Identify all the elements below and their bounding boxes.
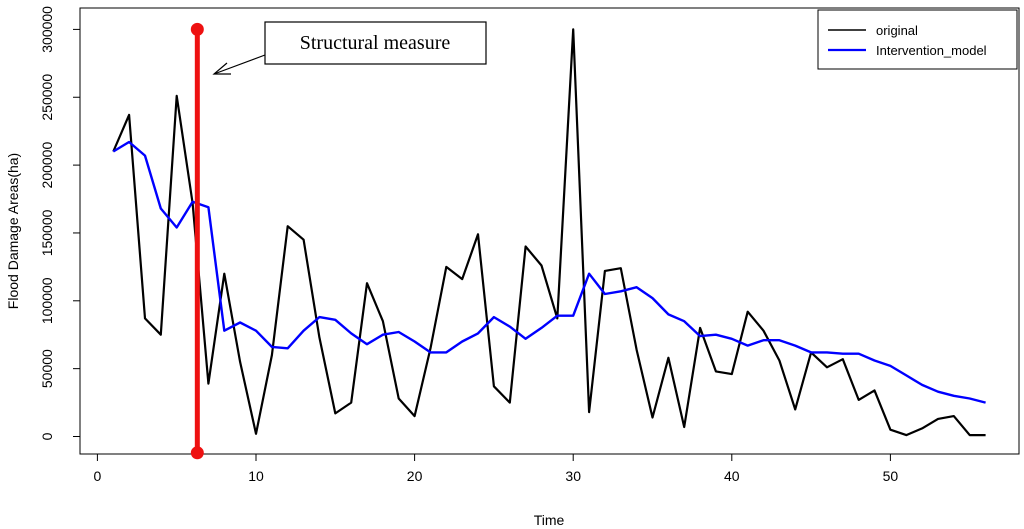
y-tick-label: 100000 <box>39 277 55 324</box>
intervention-bottom-dot <box>190 446 204 460</box>
y-axis: 0 50000 100000 150000 200000 250000 300000 <box>39 6 80 440</box>
x-tick-label: 50 <box>883 468 899 484</box>
annotation-arrow <box>213 54 266 75</box>
x-tick-label: 30 <box>565 468 581 484</box>
legend: original Intervention_model <box>817 9 1018 70</box>
x-tick-label: 0 <box>94 468 102 484</box>
series-line-original <box>112 28 986 437</box>
y-tick-label: 150000 <box>39 209 55 256</box>
x-axis: 0 10 20 30 40 50 <box>94 454 899 484</box>
series-line-intervention-model <box>112 140 986 404</box>
intervention-top-dot <box>190 22 204 36</box>
y-tick-label: 250000 <box>39 74 55 121</box>
y-axis-title: Flood Damage Areas(ha) <box>5 153 21 309</box>
legend-label-intervention-model: Intervention_model <box>876 43 987 58</box>
y-tick-label: 300000 <box>39 6 55 53</box>
x-tick-label: 10 <box>248 468 264 484</box>
x-axis-title: Time <box>534 512 565 528</box>
legend-box <box>817 9 1018 70</box>
x-tick-label: 40 <box>724 468 740 484</box>
y-tick-label: 0 <box>39 432 55 440</box>
legend-label-original: original <box>876 23 918 38</box>
annotation-box <box>264 21 487 65</box>
y-tick-label: 200000 <box>39 142 55 189</box>
annotation-arrowhead <box>212 62 231 75</box>
x-tick-label: 20 <box>407 468 423 484</box>
annotation-text: Structural measure <box>300 32 451 54</box>
intervention-marker <box>190 22 204 460</box>
y-tick-label: 50000 <box>39 349 55 388</box>
series-layer <box>112 28 986 437</box>
annotation: Structural measure <box>212 21 487 75</box>
plot-area-frame <box>79 7 1020 455</box>
